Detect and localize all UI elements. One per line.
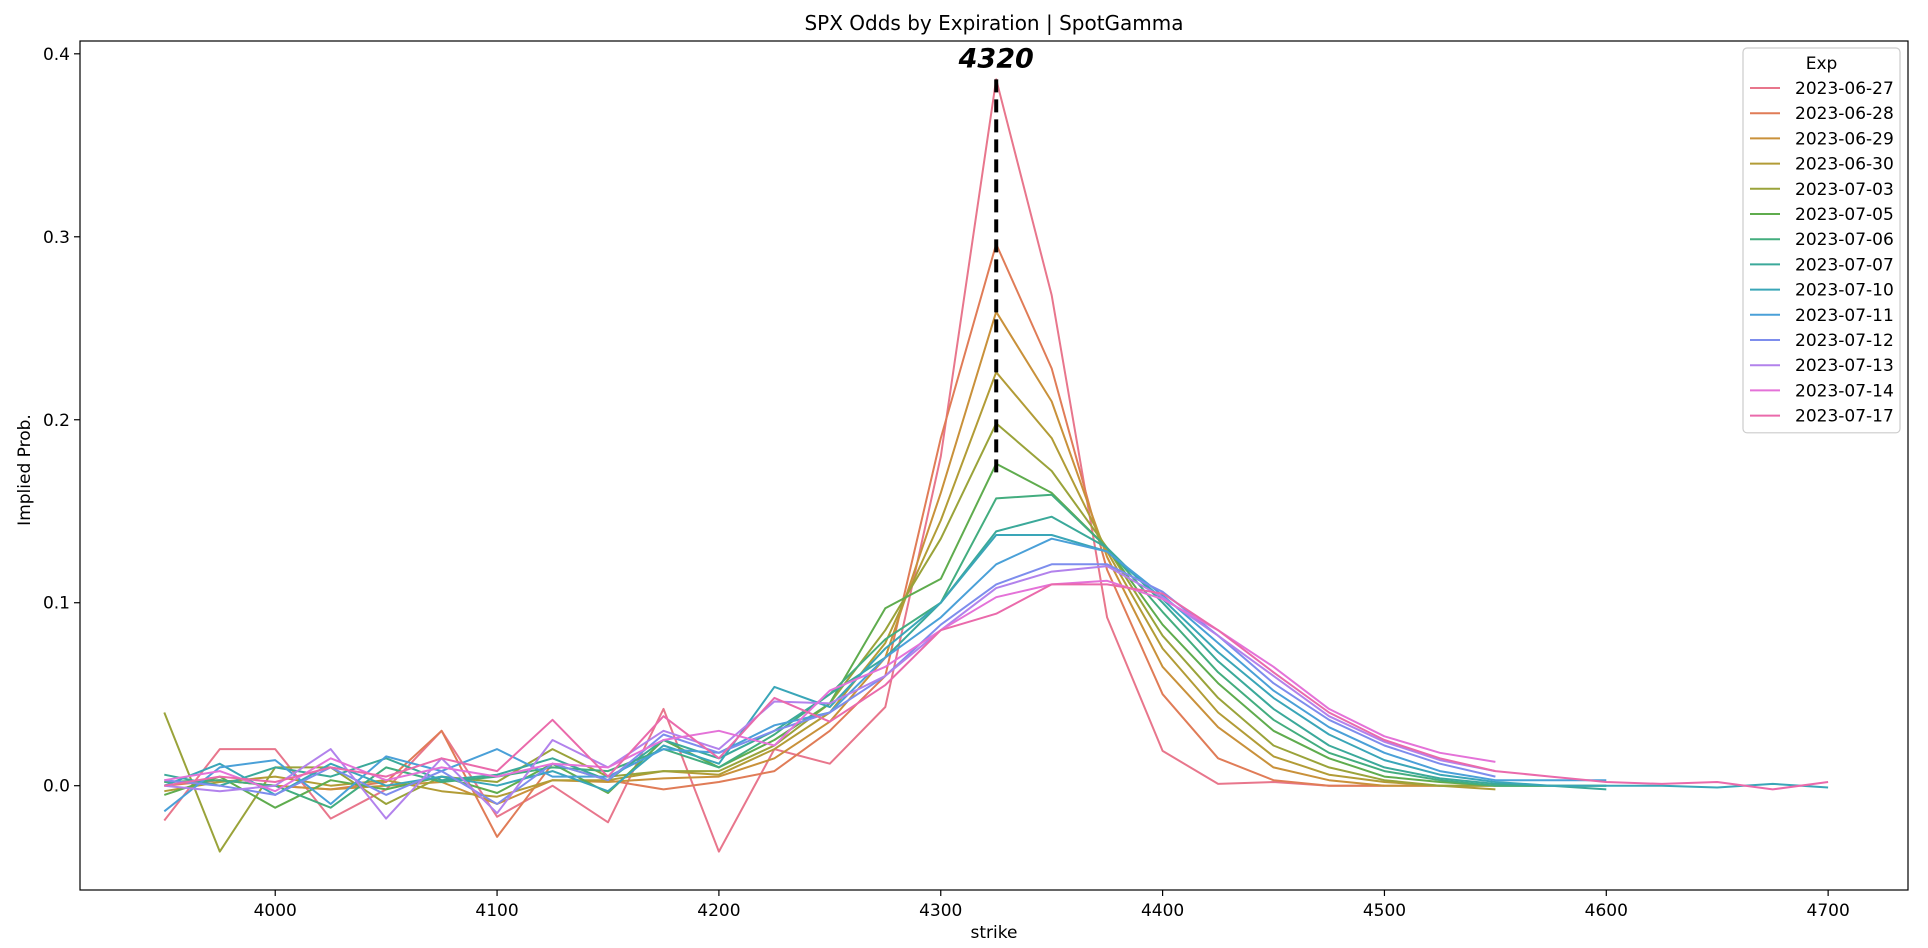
legend-label: 2023-07-07: [1795, 255, 1894, 275]
legend-label: 2023-06-30: [1795, 155, 1894, 175]
legend-label: 2023-07-10: [1795, 281, 1894, 301]
y-axis-ticks: 0.0 0.1 0.2 0.3 0.4: [43, 45, 80, 797]
legend-label: 2023-07-12: [1795, 331, 1894, 351]
series-line-2023-07-05: [163, 462, 1607, 809]
series-line-2023-07-06: [164, 493, 1607, 809]
y-tick-label: 0.2: [43, 411, 70, 431]
x-tick-label: 4400: [1141, 901, 1184, 921]
legend-label: 2023-06-28: [1795, 104, 1894, 124]
plot-area: 4320: [79, 40, 1909, 891]
series-line-2023-07-10: [163, 534, 1829, 796]
y-axis-title: Implied Prob.: [15, 414, 35, 526]
y-tick-label: 0.0: [43, 777, 70, 797]
legend-label: 2023-07-13: [1795, 356, 1894, 376]
legend: Exp 2023-06-27 2023-06-28 2023-06-29 2023-06…: [1742, 47, 1901, 434]
series-line-2023-07-17: [164, 583, 1829, 791]
y-tick-label: 0.4: [43, 45, 70, 65]
legend-label: 2023-07-14: [1795, 381, 1894, 401]
x-axis-ticks: 4000 4100 4200 4300 4400 4500 4600 4700: [254, 890, 1850, 921]
legend-title: Exp: [1806, 54, 1838, 74]
x-tick-label: 4600: [1585, 901, 1628, 921]
series-line-2023-07-12: [164, 563, 1496, 805]
legend-label: 2023-07-03: [1795, 180, 1894, 200]
annotation-label: 4320: [958, 43, 1034, 74]
legend-box: [1742, 47, 1901, 434]
chart-title: SPX Odds by Expiration | SpotGamma: [804, 11, 1183, 35]
legend-label: 2023-07-05: [1795, 205, 1894, 225]
legend-label: 2023-07-11: [1795, 306, 1894, 326]
series-line-2023-06-28: [164, 243, 1440, 838]
y-tick-label: 0.1: [43, 594, 70, 614]
x-tick-label: 4300: [919, 901, 962, 921]
series-line-2023-07-07: [164, 515, 1607, 791]
series-line-2023-07-11: [163, 537, 1607, 813]
x-tick-label: 4000: [254, 901, 297, 921]
plot-frame: [79, 40, 1909, 891]
x-tick-label: 4700: [1807, 901, 1850, 921]
series-line-2023-07-13: [164, 565, 1496, 820]
x-tick-label: 4200: [697, 901, 740, 921]
x-axis-title: strike: [971, 923, 1018, 943]
y-tick-label: 0.3: [43, 228, 70, 248]
x-tick-label: 4100: [475, 901, 518, 921]
legend-label: 2023-07-06: [1795, 230, 1894, 250]
series-line-2023-06-27: [163, 78, 1385, 853]
legend-label: 2023-06-29: [1795, 129, 1894, 149]
series-line-2023-07-14: [164, 579, 1496, 793]
x-tick-label: 4500: [1363, 901, 1406, 921]
legend-label: 2023-07-17: [1795, 407, 1894, 427]
legend-label: 2023-06-27: [1795, 79, 1894, 99]
